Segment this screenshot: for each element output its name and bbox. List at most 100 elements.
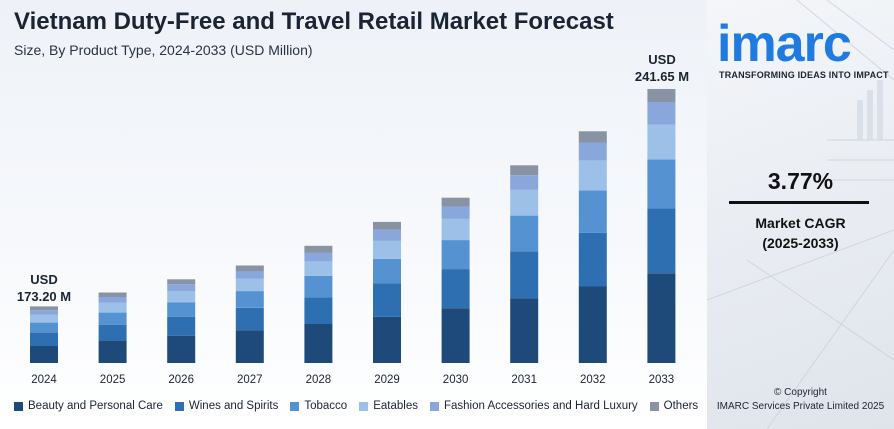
- x-tick-label-2025: 2025: [100, 374, 126, 386]
- legend-item-4: Fashion Accessories and Hard Luxury: [429, 400, 638, 412]
- bars-layer: [30, 89, 676, 363]
- bar-2029-series-3: [373, 240, 401, 259]
- imarc-logo: imarc: [717, 15, 852, 73]
- bar-2025-series-1: [98, 324, 127, 341]
- bar-2032-series-3: [578, 160, 607, 191]
- bar-2026-series-2: [167, 302, 196, 317]
- cagr-label-line2: (2025-2033): [762, 235, 839, 251]
- bar-2028-series-2: [304, 275, 333, 298]
- bar-2031-series-1: [510, 251, 539, 299]
- chart-legend: Beauty and Personal Care Wines and Spirit…: [14, 399, 698, 413]
- bar-2032-series-1: [578, 232, 607, 287]
- legend-label-3: Eatables: [373, 400, 418, 412]
- bar-2030-series-2: [441, 240, 470, 270]
- bar-2030-series-0: [441, 308, 470, 363]
- copyright-line2: IMARC Services Private Limited 2025: [716, 401, 885, 412]
- bar-2027-series-1: [235, 307, 264, 331]
- bar-2024-series-2: [30, 322, 58, 333]
- bar-2030-series-5: [441, 197, 470, 207]
- chart-subtitle: Size, By Product Type, 2024-2033 (USD Mi…: [14, 42, 313, 58]
- legend-label-5: Others: [663, 400, 699, 412]
- legend-swatch-5: [649, 401, 659, 411]
- cagr-label: Market CAGR (2025-2033): [707, 213, 894, 253]
- bar-2031-series-2: [510, 215, 539, 252]
- decorative-background: [707, 0, 894, 429]
- bar-2025-series-0: [98, 340, 127, 363]
- bar-2032-series-2: [578, 190, 607, 233]
- annotation-2033-currency: USD: [648, 52, 676, 67]
- x-tick-labels: 2024 2025 2026 2027 2028 2029 2030 2031 2032 2033: [31, 374, 674, 386]
- annotation-2033: USD 241.65 M: [627, 51, 697, 85]
- bar-2025-series-2: [98, 312, 127, 325]
- bar-2031-series-3: [510, 189, 539, 216]
- legend-label-4: Fashion Accessories and Hard Luxury: [443, 400, 638, 412]
- bar-2024-series-5: [30, 306, 58, 311]
- bar-2032-series-5: [578, 131, 607, 143]
- bar-2026-series-3: [167, 291, 196, 303]
- bar-2029-series-4: [373, 229, 401, 241]
- cagr-divider: [729, 201, 869, 204]
- logo-tagline: TRANSFORMING IDEAS INTO IMPACT: [719, 70, 889, 80]
- x-tick-label-2031: 2031: [511, 374, 537, 386]
- bar-2030-series-3: [441, 218, 470, 241]
- bar-2033-series-1: [647, 208, 676, 274]
- bar-2029-series-5: [373, 221, 401, 230]
- bar-2030-series-1: [441, 269, 470, 309]
- bar-2026-series-0: [167, 335, 196, 363]
- bar-2024-series-4: [30, 310, 58, 315]
- x-tick-label-2027: 2027: [237, 374, 263, 386]
- x-tick-label-2033: 2033: [649, 374, 675, 386]
- bar-2028-series-3: [304, 261, 333, 276]
- x-tick-label-2026: 2026: [168, 374, 194, 386]
- legend-swatch-1: [174, 401, 184, 411]
- legend-swatch-4: [429, 401, 439, 411]
- bar-chart: 2024 2025 2026 2027 2028 2029 2030 2031 2032 2033: [30, 89, 676, 386]
- legend-label-1: Wines and Spirits: [188, 400, 279, 412]
- x-tick-label-2028: 2028: [306, 374, 332, 386]
- bar-2033-series-4: [647, 102, 676, 125]
- annotation-2024-currency: USD: [30, 272, 58, 287]
- legend-item-1: Wines and Spirits: [174, 400, 279, 412]
- annotation-2033-value: 241.65 M: [634, 69, 690, 84]
- bar-2030-series-4: [441, 206, 470, 219]
- bar-2032-series-4: [578, 142, 607, 161]
- bar-2028-series-0: [304, 323, 333, 363]
- annotation-2024-value: 173.20 M: [16, 289, 72, 304]
- bar-2033-series-2: [647, 159, 676, 209]
- bar-2025-series-4: [98, 296, 127, 303]
- bar-2027-series-5: [235, 265, 264, 272]
- bar-2027-series-2: [235, 291, 264, 308]
- x-tick-label-2032: 2032: [580, 374, 606, 386]
- cagr-value: 3.77%: [767, 168, 834, 194]
- chart-title: Vietnam Duty-Free and Travel Retail Mark…: [14, 8, 614, 35]
- bar-2024-series-1: [30, 332, 58, 346]
- bar-2028-series-5: [304, 245, 333, 253]
- x-tick-label-2024: 2024: [31, 374, 57, 386]
- legend-label-0: Beauty and Personal Care: [28, 400, 163, 412]
- bar-2031-series-4: [510, 175, 539, 190]
- copyright: © Copyright IMARC Services Private Limit…: [707, 386, 894, 414]
- legend-label-2: Tobacco: [304, 400, 348, 412]
- bar-2025-series-5: [98, 292, 127, 297]
- copyright-line1: © Copyright: [774, 387, 827, 398]
- bar-2033-series-5: [647, 89, 676, 103]
- bar-2026-series-5: [167, 279, 196, 285]
- bar-2029-series-1: [373, 283, 401, 317]
- bar-2027-series-4: [235, 271, 264, 279]
- legend-swatch-2: [290, 401, 300, 411]
- legend-swatch-3: [359, 401, 369, 411]
- x-tick-label-2029: 2029: [374, 374, 400, 386]
- bar-2032-series-0: [578, 286, 607, 363]
- bar-2026-series-4: [167, 284, 196, 291]
- bar-2033-series-0: [647, 273, 676, 363]
- bar-2031-series-0: [510, 298, 539, 363]
- legend-item-2: Tobacco: [290, 400, 347, 412]
- bar-2026-series-1: [167, 316, 196, 336]
- annotation-2024: USD 173.20 M: [13, 271, 75, 305]
- bar-2029-series-0: [373, 316, 401, 363]
- bar-2028-series-1: [304, 297, 333, 324]
- bar-2024-series-3: [30, 314, 58, 323]
- bar-2027-series-3: [235, 278, 264, 292]
- legend-item-5: Others: [649, 400, 699, 412]
